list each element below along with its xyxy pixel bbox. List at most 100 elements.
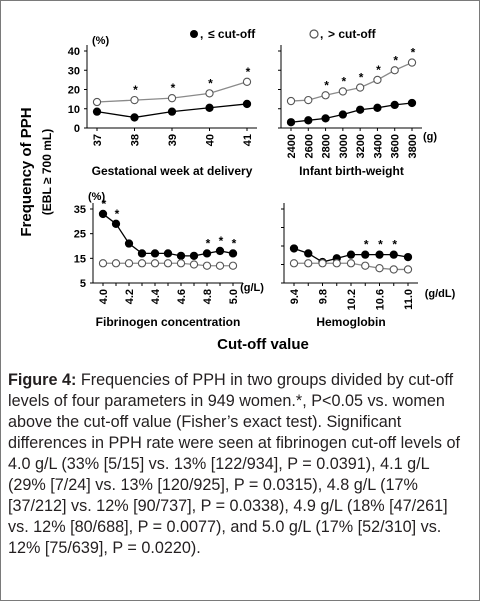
- x-tick-label: 3600: [390, 134, 402, 158]
- y-tick-label: 0: [74, 123, 80, 135]
- data-point-below: [286, 118, 296, 127]
- significance-marker: *: [359, 71, 364, 85]
- y-axis-title-line1: Frequency of PPH: [18, 107, 35, 236]
- data-point-above: [163, 259, 173, 268]
- data-point-above: [189, 260, 199, 269]
- data-point-below: [205, 103, 214, 112]
- data-point-below: [124, 239, 134, 248]
- panel-infant-birth-weight: 2400 2600 2800 3000 3200 3400 3600 3800 (g) Infan…: [278, 45, 437, 178]
- x-tick-label: 10.2: [346, 289, 358, 310]
- x-tick-label: 3200: [355, 134, 367, 158]
- data-point-above: [215, 261, 225, 270]
- data-point-below: [189, 251, 199, 261]
- data-point-below: [163, 249, 173, 258]
- data-point-below: [92, 107, 102, 116]
- significance-marker: *: [102, 197, 107, 211]
- data-point-above: [228, 261, 238, 270]
- data-point-above: [167, 94, 177, 103]
- x-tick-label: 4.2: [124, 289, 136, 304]
- data-point-below: [176, 251, 186, 261]
- y-tick-label: 25: [74, 229, 86, 241]
- data-point-above: [390, 66, 399, 75]
- x-tick-label: 3400: [372, 134, 384, 158]
- x-unit-label: (g): [423, 131, 437, 143]
- data-point-below: [346, 250, 356, 259]
- data-point-below: [407, 98, 417, 108]
- data-point-below: [150, 249, 160, 258]
- data-point-below: [137, 249, 147, 258]
- y-axis-title-line2: (EBL ≥ 700 mL): [40, 129, 54, 215]
- data-point-above: [318, 259, 327, 268]
- data-point-above: [375, 264, 384, 273]
- significance-marker: *: [376, 63, 381, 77]
- x-tick-label: 10.6: [375, 289, 387, 310]
- data-point-above: [304, 95, 313, 105]
- data-point-above: [361, 261, 370, 270]
- significance-marker: *: [342, 74, 347, 88]
- data-point-below: [111, 219, 121, 228]
- y-axis-title: Frequency of PPH (EBL ≥ 700 mL): [18, 107, 54, 236]
- y-tick-label: 5: [80, 278, 86, 290]
- significance-marker: *: [324, 78, 329, 92]
- data-point-above: [176, 259, 186, 268]
- data-point-above: [338, 87, 348, 96]
- x-axis-title: Cut-off value: [217, 336, 309, 353]
- data-point-above: [407, 58, 417, 67]
- y-tick-label: 30: [68, 65, 80, 77]
- data-point-below: [403, 252, 413, 262]
- caption-paragraph: Figure 4: Frequencies of PPH in two grou…: [8, 370, 468, 559]
- significance-marker: *: [392, 238, 397, 252]
- legend-marker-below: [190, 30, 198, 38]
- x-unit-label: (g/dL): [425, 288, 456, 300]
- panel-xlabel: Fibrinogen concentration: [96, 315, 241, 329]
- x-tick-label: 39: [167, 134, 179, 146]
- significance-marker: *: [115, 207, 120, 221]
- data-point-above: [130, 95, 139, 105]
- figure-caption: Figure 4: Frequencies of PPH in two grou…: [8, 370, 468, 559]
- x-tick-label: 3000: [338, 134, 350, 158]
- data-point-below: [98, 209, 108, 219]
- data-point-above: [373, 75, 382, 85]
- data-point-below: [390, 100, 399, 110]
- legend-separator-above: ,: [320, 27, 323, 41]
- panel-xlabel: Hemoglobin: [316, 315, 385, 329]
- data-point-below: [373, 103, 382, 112]
- panel-gestational-week: 0 10 20 30 40 (%) 37 38 39 40 41 Gestational week a…: [68, 35, 257, 178]
- data-point-below: [215, 246, 225, 256]
- caption-text: Frequencies of PPH in two groups divided…: [8, 371, 461, 557]
- x-tick-label: 41: [242, 134, 254, 146]
- data-point-above: [403, 265, 413, 274]
- significance-marker: *: [133, 83, 138, 97]
- y-tick-label: 35: [74, 204, 86, 216]
- data-point-below: [289, 244, 299, 253]
- data-point-below: [321, 114, 330, 123]
- y-tick-label: 15: [74, 253, 86, 265]
- data-point-above: [202, 261, 212, 270]
- y-tick-label: 10: [68, 104, 80, 116]
- panel-xlabel: Gestational week at delivery: [92, 164, 253, 178]
- data-point-below: [304, 249, 313, 258]
- significance-marker: *: [171, 81, 176, 95]
- legend-label-above: > cut-off: [328, 27, 377, 41]
- x-tick-label: 3800: [407, 134, 419, 158]
- x-tick-label: 9.4: [289, 288, 301, 304]
- data-point-above: [289, 259, 299, 268]
- significance-marker: *: [232, 236, 237, 250]
- significance-marker: *: [378, 238, 383, 252]
- data-point-below: [338, 110, 348, 119]
- x-tick-label: 9.8: [318, 289, 330, 304]
- x-tick-label: 11.0: [403, 289, 415, 310]
- data-point-above: [92, 97, 102, 107]
- y-unit-label: (%): [92, 35, 109, 47]
- panel-hemoglobin: 9.4 9.8 10.2 10.6 11.0 (g/dL) Hemoglobin * * *: [281, 203, 456, 329]
- x-tick-label: 40: [205, 134, 217, 146]
- data-point-above: [111, 259, 121, 268]
- figure-charts: , ≤ cut-off , > cut-off Frequency of PPH…: [18, 27, 456, 353]
- data-point-below: [389, 250, 398, 259]
- x-tick-label: 38: [130, 134, 142, 146]
- x-tick-label: 4.6: [176, 289, 188, 304]
- caption-label: Figure 4:: [8, 371, 77, 389]
- data-point-above: [389, 265, 398, 274]
- data-point-above: [242, 77, 252, 86]
- data-point-above: [321, 91, 330, 100]
